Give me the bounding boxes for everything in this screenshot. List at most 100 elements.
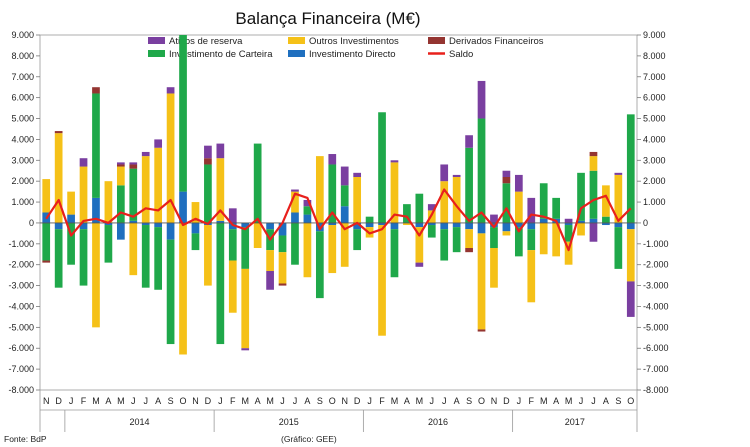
x-tick-label-month: M bbox=[540, 396, 548, 406]
bar-investimento-directo bbox=[166, 222, 175, 240]
x-tick-label-month: S bbox=[466, 396, 472, 406]
bar-investimento-directo bbox=[614, 222, 623, 228]
x-tick-label-month: A bbox=[304, 396, 310, 406]
bar-ativos-de-reserva bbox=[490, 214, 498, 223]
bar-ativos-de-reserva bbox=[477, 80, 486, 119]
x-tick-label-year: 2016 bbox=[428, 417, 448, 427]
bar-ativos-de-reserva bbox=[614, 172, 623, 175]
y-tick-label-right: 6.000 bbox=[643, 93, 666, 103]
saldo-line bbox=[45, 188, 632, 252]
bar-derivados-financeiros bbox=[477, 329, 486, 332]
bar-ativos-de-reserva bbox=[303, 199, 312, 207]
bar-outros-investimentos bbox=[191, 202, 200, 223]
bar-outros-investimentos bbox=[315, 156, 324, 223]
legend-item-saldo: Saldo bbox=[428, 49, 473, 60]
y-tick-label-right: 5.000 bbox=[643, 114, 666, 124]
x-tick-label-month: M bbox=[92, 396, 100, 406]
x-tick-label-year: 2015 bbox=[279, 417, 299, 427]
bar-investimento-directo bbox=[477, 222, 486, 234]
bar-outros-investimentos bbox=[477, 233, 486, 330]
y-tick-label-right: -2.000 bbox=[643, 260, 669, 270]
bar-ativos-de-reserva bbox=[390, 160, 399, 163]
bar-investimento-directo bbox=[116, 222, 125, 240]
bar-ativos-de-reserva bbox=[129, 162, 138, 165]
legend-label-saldo: Saldo bbox=[449, 49, 473, 60]
bar-investimento-directo bbox=[589, 218, 598, 223]
bar-investimento-directo bbox=[154, 222, 163, 228]
bar-investimento-directo bbox=[527, 222, 536, 230]
legend-item-investimento-directo: Investimento Directo bbox=[288, 49, 396, 60]
bar-outros-investimentos bbox=[266, 250, 274, 271]
x-tick-label-month: N bbox=[491, 396, 498, 406]
bar-outros-investimentos bbox=[353, 177, 362, 223]
x-tick-label-month: J bbox=[517, 396, 522, 406]
x-tick-label-month: A bbox=[404, 396, 410, 406]
footnote-source: Fonte: BdP bbox=[4, 434, 47, 444]
bar-outros-investimentos bbox=[328, 225, 337, 274]
bar-investimento-de-carteira bbox=[403, 204, 411, 223]
bar-ativos-de-reserva bbox=[427, 204, 436, 211]
bar-investimento-directo bbox=[67, 214, 75, 223]
bar-investimento-de-carteira bbox=[253, 143, 262, 223]
bar-investimento-de-carteira bbox=[129, 168, 138, 221]
x-tick-label-month: A bbox=[105, 396, 111, 406]
footnote-credit: (Gráfico: GEE) bbox=[281, 434, 337, 444]
bar-investimento-directo bbox=[353, 222, 362, 230]
bar-ativos-de-reserva bbox=[589, 222, 598, 242]
bar-investimento-de-carteira bbox=[390, 229, 399, 278]
y-tick-label-left: 8.000 bbox=[11, 51, 34, 61]
bar-investimento-de-carteira bbox=[291, 222, 299, 265]
bar-investimento-directo bbox=[378, 222, 386, 226]
bar-investimento-de-carteira bbox=[241, 227, 250, 269]
x-tick-label-month: D bbox=[354, 396, 361, 406]
bar-outros-investimentos bbox=[589, 156, 598, 171]
bar-outros-investimentos bbox=[291, 191, 299, 213]
x-tick-label-month: J bbox=[579, 396, 584, 406]
bar-outros-investimentos bbox=[216, 158, 225, 221]
bar-ativos-de-reserva bbox=[465, 135, 473, 148]
bar-outros-investimentos bbox=[92, 222, 100, 328]
y-tick-label-left: 1.000 bbox=[11, 197, 34, 207]
bar-ativos-de-reserva bbox=[228, 208, 237, 223]
bar-investimento-de-carteira bbox=[104, 225, 113, 263]
bar-outros-investimentos bbox=[54, 133, 63, 223]
bar-investimento-de-carteira bbox=[340, 185, 349, 207]
x-tick-label-month: M bbox=[565, 396, 573, 406]
y-tick-label-left: 2.000 bbox=[11, 176, 34, 186]
y-tick-label-left: -5.000 bbox=[8, 322, 34, 332]
x-tick-label-month: M bbox=[241, 396, 249, 406]
bar-investimento-de-carteira bbox=[440, 229, 449, 261]
bar-investimento-de-carteira bbox=[154, 227, 163, 290]
bar-ativos-de-reserva bbox=[216, 143, 225, 159]
bar-ativos-de-reserva bbox=[241, 348, 250, 351]
x-tick-label-month: A bbox=[255, 396, 261, 406]
bar-outros-investimentos bbox=[204, 225, 212, 286]
x-tick-label-month: A bbox=[454, 396, 460, 406]
bar-investimento-directo bbox=[626, 222, 635, 230]
y-tick-label-left: -6.000 bbox=[8, 343, 34, 353]
bar-ativos-de-reserva bbox=[154, 139, 163, 148]
bar-investimento-de-carteira bbox=[564, 225, 573, 242]
y-tick-label-left: -1.000 bbox=[8, 239, 34, 249]
legend-swatch-investimento-de-carteira bbox=[148, 50, 165, 57]
bar-derivados-financeiros bbox=[129, 164, 138, 169]
y-tick-label-right: -1.000 bbox=[643, 239, 669, 249]
bar-outros-investimentos bbox=[303, 222, 312, 278]
bar-investimento-de-carteira bbox=[179, 35, 187, 192]
x-tick-label-month: J bbox=[442, 396, 447, 406]
bar-derivados-financeiros bbox=[278, 283, 287, 286]
bar-investimento-directo bbox=[502, 222, 511, 232]
bar-outros-investimentos bbox=[452, 177, 461, 223]
bar-investimento-directo bbox=[278, 222, 287, 236]
y-tick-label-right: 3.000 bbox=[643, 155, 666, 165]
bar-outros-investimentos bbox=[340, 222, 349, 267]
bar-investimento-de-carteira bbox=[626, 114, 635, 223]
x-tick-label-month: F bbox=[81, 396, 87, 406]
x-tick-label-month: N bbox=[341, 396, 348, 406]
bar-investimento-directo bbox=[303, 214, 312, 223]
x-tick-label-month: O bbox=[180, 396, 187, 406]
bar-investimento-de-carteira bbox=[589, 170, 598, 219]
bar-investimento-directo bbox=[141, 222, 150, 226]
x-tick-label-month: J bbox=[131, 396, 136, 406]
bar-investimento-directo bbox=[328, 222, 337, 226]
